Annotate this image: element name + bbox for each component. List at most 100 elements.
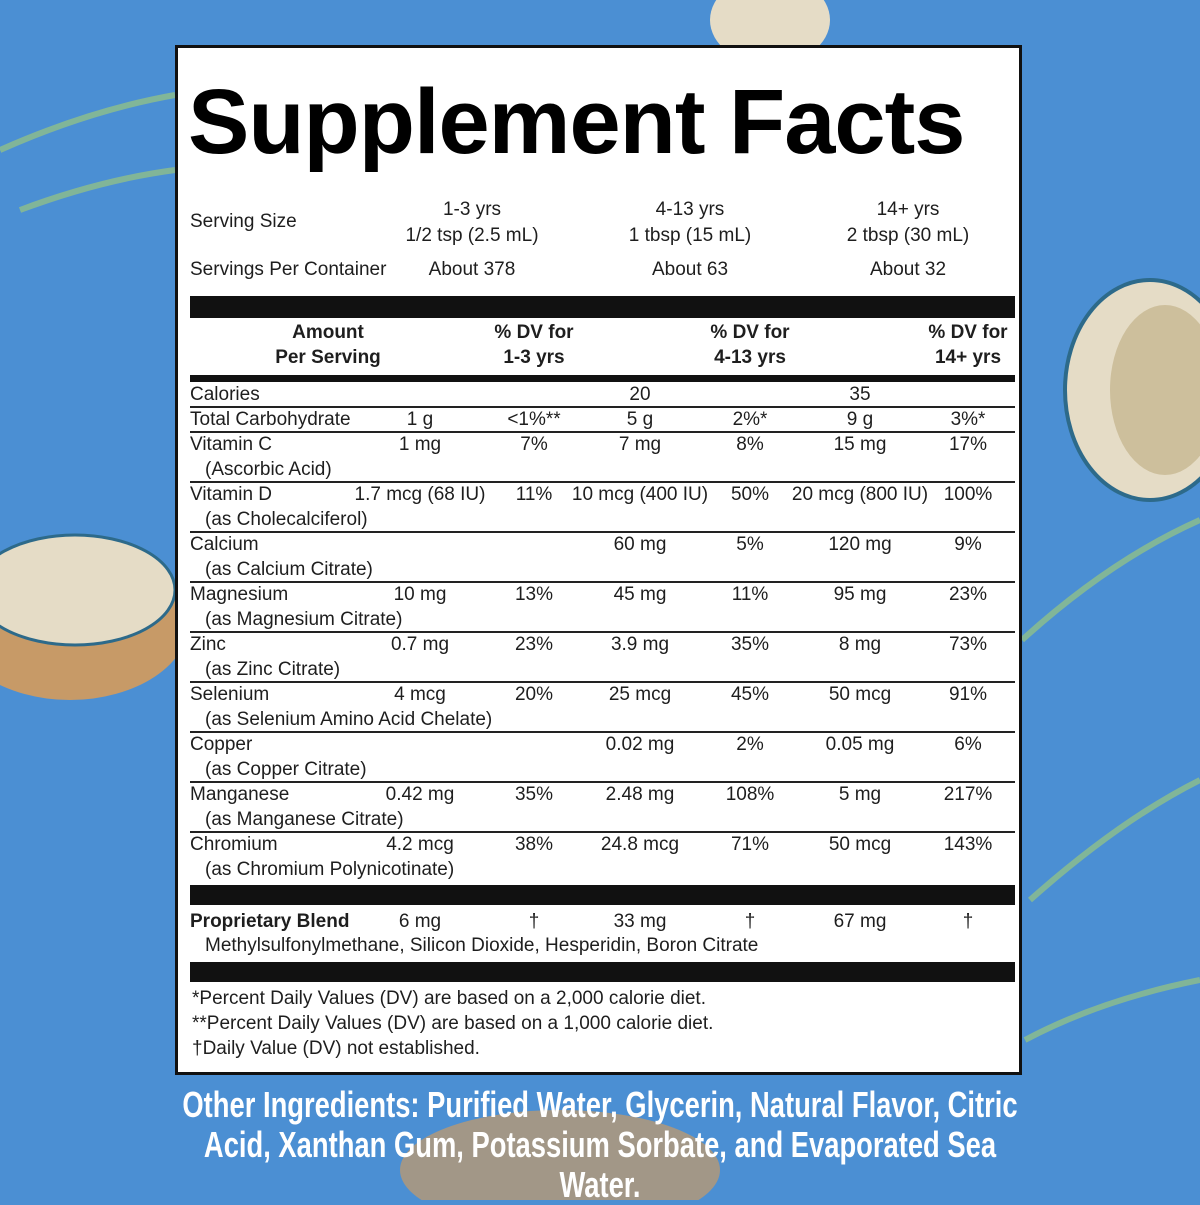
nutrient-cell: 5 g (626, 409, 654, 430)
servings-value: About 378 (428, 259, 516, 280)
column-header: % DV for (928, 322, 1008, 343)
row-rule (190, 406, 1015, 408)
nutrient-cell: 2%* (732, 409, 768, 430)
nutrient-cell: 100% (943, 484, 993, 505)
nutrient-cell: 35% (514, 784, 554, 805)
nutrient-cell: 20 mcg (800 IU) (791, 484, 929, 505)
nutrient-cell: 10 mcg (400 IU) (571, 484, 709, 505)
blend-cell: † (744, 911, 756, 932)
nutrient-cell: 15 mg (833, 434, 887, 455)
nutrient-cell: 5% (736, 534, 764, 555)
thick-bar (190, 296, 1015, 318)
nutrient-cell: 0.7 mg (390, 634, 450, 655)
nutrient-cell: 143% (943, 834, 993, 855)
nutrient-cell: 1.7 mcg (68 IU) (354, 484, 486, 505)
medium-bar (190, 375, 1015, 382)
row-rule (190, 631, 1015, 633)
nutrient-cell: 23% (948, 584, 988, 605)
nutrient-cell: 95 mg (833, 584, 887, 605)
nutrient-cell: 0.02 mg (605, 734, 675, 755)
nutrient-cell: 0.05 mg (825, 734, 895, 755)
nutrient-cell: 108% (725, 784, 775, 805)
nutrient-name: Selenium (190, 684, 270, 705)
nutrient-cell: 23% (514, 634, 554, 655)
blend-cell: † (528, 911, 540, 932)
nutrient-cell: 217% (943, 784, 993, 805)
blend-cell: 33 mg (613, 911, 667, 932)
blend-cell: 67 mg (833, 911, 887, 932)
nutrient-cell: 60 mg (613, 534, 667, 555)
nutrient-cell: 8% (736, 434, 764, 455)
nutrient-cell: 120 mg (828, 534, 892, 555)
blend-cell: † (962, 911, 974, 932)
nutrient-source: (as Selenium Amino Acid Chelate) (205, 709, 493, 730)
nutrient-cell: 20% (514, 684, 554, 705)
row-rule (190, 831, 1015, 833)
nutrient-name: Vitamin C (190, 434, 273, 455)
nutrient-cell: 24.8 mcg (600, 834, 680, 855)
row-rule (190, 581, 1015, 583)
nutrient-cell: 5 mg (838, 784, 882, 805)
nutrient-cell: 50 mcg (828, 834, 892, 855)
footnote: **Percent Daily Values (DV) are based on… (192, 1013, 714, 1034)
nutrient-cell: 50 mcg (828, 684, 892, 705)
nutrient-cell: 25 mcg (608, 684, 672, 705)
nutrient-cell: 9% (954, 534, 982, 555)
nutrient-name: Total Carbohydrate (190, 409, 351, 430)
nutrient-cell: 6% (954, 734, 982, 755)
blend-name: Proprietary Blend (190, 911, 350, 932)
thick-bar (190, 885, 1015, 905)
nutrient-cell: 35 (849, 384, 871, 405)
nutrient-source: (as Copper Citrate) (205, 759, 367, 780)
nutrient-cell: 8 mg (838, 634, 882, 655)
blend-cell: 6 mg (398, 911, 442, 932)
nutrient-name: Copper (190, 734, 253, 755)
blend-ingredients: Methylsulfonylmethane, Silicon Dioxide, … (205, 935, 759, 956)
nutrient-cell: <1%** (507, 409, 561, 430)
row-rule (190, 731, 1015, 733)
nutrient-source: (as Calcium Citrate) (205, 559, 373, 580)
nutrient-cell: 3.9 mg (610, 634, 670, 655)
servings-value: About 63 (651, 259, 729, 280)
nutrient-cell: 91% (948, 684, 988, 705)
nutrient-source: (as Manganese Citrate) (205, 809, 404, 830)
nutrient-source: (as Cholecalciferol) (205, 509, 368, 530)
servings-label: Servings Per Container (190, 259, 387, 280)
nutrient-name: Zinc (190, 634, 226, 655)
nutrient-cell: 35% (730, 634, 770, 655)
nutrient-name: Calories (190, 384, 260, 405)
serving-size: 1 tbsp (15 mL) (628, 225, 752, 246)
nutrient-cell: 50% (730, 484, 770, 505)
column-header: % DV for (710, 322, 790, 343)
nutrient-cell: 4 mcg (394, 684, 446, 705)
nutrient-cell: 9 g (846, 409, 874, 430)
nutrient-cell: 17% (948, 434, 988, 455)
nutrient-cell: 4.2 mcg (386, 834, 454, 855)
row-rule (190, 531, 1015, 533)
nutrient-source: (as Chromium Polynicotinate) (205, 859, 455, 880)
row-rule (190, 431, 1015, 433)
column-header: Per Serving (275, 347, 381, 368)
column-header: 4-13 yrs (714, 347, 786, 368)
nutrient-name: Vitamin D (190, 484, 273, 505)
nutrient-cell: 71% (730, 834, 770, 855)
row-rule (190, 481, 1015, 483)
nutrient-cell: 7 mg (618, 434, 662, 455)
nutrient-cell: 2.48 mg (605, 784, 675, 805)
nutrient-source: (as Zinc Citrate) (205, 659, 341, 680)
nutrient-source: (Ascorbic Acid) (205, 459, 332, 480)
column-header: 1-3 yrs (503, 347, 565, 368)
serving-size-label: Serving Size (190, 211, 297, 232)
nutrient-source: (as Magnesium Citrate) (205, 609, 403, 630)
nutrient-cell: 45% (730, 684, 770, 705)
nutrient-name: Chromium (190, 834, 278, 855)
nutrient-cell: 7% (520, 434, 548, 455)
nutrient-name: Manganese (190, 784, 290, 805)
nutrient-cell: 11% (515, 484, 553, 505)
nutrient-cell: 38% (514, 834, 554, 855)
nutrient-cell: 1 mg (398, 434, 442, 455)
row-rule (190, 681, 1015, 683)
servings-value: About 32 (869, 259, 947, 280)
